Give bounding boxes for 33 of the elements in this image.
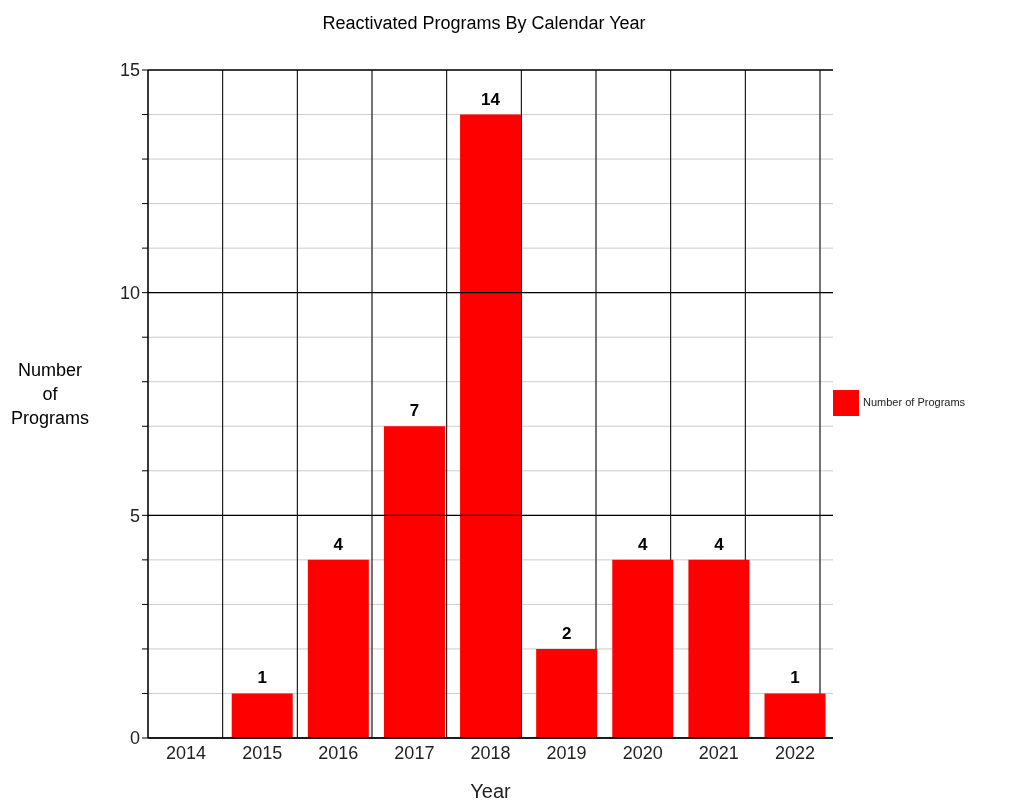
data-label: 1 xyxy=(257,668,267,688)
bar xyxy=(460,114,522,738)
y-tick-label: 15 xyxy=(119,60,140,81)
x-axis-title: Year xyxy=(470,780,512,802)
data-label: 2 xyxy=(561,623,572,643)
data-label: 7 xyxy=(409,401,420,421)
x-tick-label: 2016 xyxy=(318,742,359,763)
x-tick-label: 2014 xyxy=(166,742,207,763)
y-tick-label: 10 xyxy=(119,283,140,304)
bar xyxy=(231,693,293,738)
y-tick-label: 5 xyxy=(129,505,140,526)
bar xyxy=(764,693,826,738)
x-tick-label: 2017 xyxy=(394,742,435,763)
x-tick-label: 2018 xyxy=(470,742,511,763)
x-tick-label: 2019 xyxy=(546,742,587,763)
data-label: 4 xyxy=(333,534,344,554)
data-label: 14 xyxy=(481,89,501,109)
x-tick-label: 2022 xyxy=(774,742,815,763)
x-tick-label: 2021 xyxy=(698,742,739,763)
chart-title: Reactivated Programs By Calendar Year xyxy=(321,13,647,34)
bar xyxy=(536,648,598,738)
bar xyxy=(383,426,445,738)
bar xyxy=(307,559,369,738)
data-label: 1 xyxy=(790,668,800,688)
y-axis-title: Number of Programs xyxy=(10,359,90,430)
x-tick-label: 2015 xyxy=(242,742,283,763)
bar xyxy=(612,559,674,738)
data-label: 4 xyxy=(638,534,649,554)
legend-label: Number of Programs xyxy=(863,395,966,408)
x-tick-label: 2020 xyxy=(622,742,663,763)
data-label: 4 xyxy=(714,534,725,554)
y-tick-label: 0 xyxy=(129,728,140,749)
bar xyxy=(688,559,750,738)
